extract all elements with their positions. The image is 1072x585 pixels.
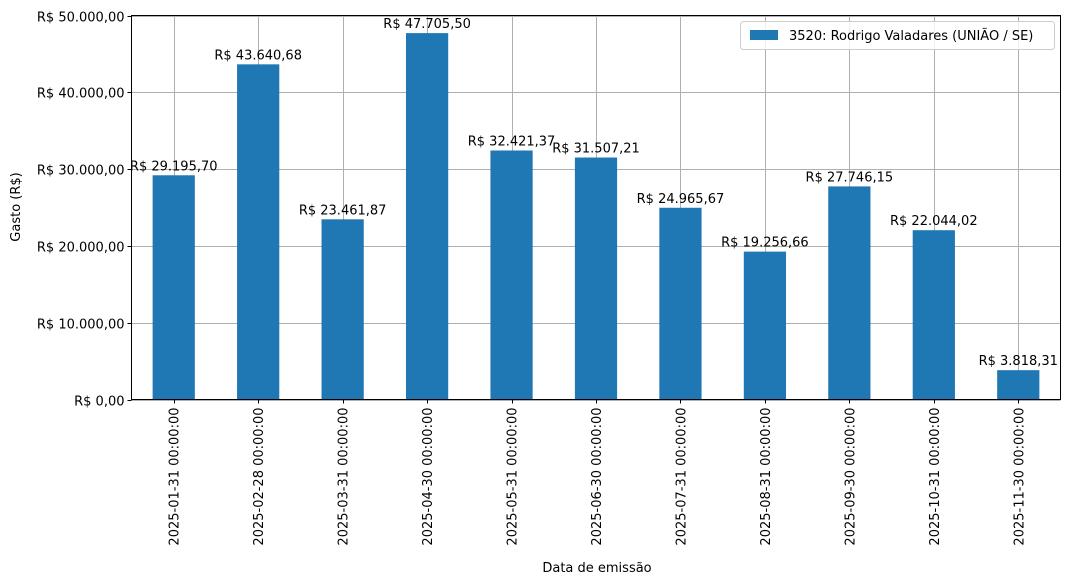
x-tick-label: 2025-02-28 00:00:00 [252, 408, 267, 546]
y-axis-ticks: R$ 0,00 R$ 10.000,00 R$ 20.000,00 R$ 30.000… [37, 11, 132, 410]
x-tick-label: 2025-09-30 00:00:00 [843, 408, 858, 546]
bar-value-label: R$ 27.746,15 [806, 170, 894, 185]
x-tick-label: 2025-06-30 00:00:00 [590, 408, 605, 546]
bar [574, 157, 618, 400]
legend-swatch [750, 30, 778, 40]
x-tick-label: 2025-07-31 00:00:00 [674, 408, 689, 546]
bar-value-label: R$ 31.507,21 [552, 142, 640, 157]
x-tick-label: 2025-10-31 00:00:00 [928, 408, 943, 546]
bars [152, 33, 1040, 400]
y-tick-label: R$ 30.000,00 [37, 164, 125, 179]
bar [997, 370, 1040, 400]
legend: 3520: Rodrigo Valadares (UNIÃO / SE) [740, 21, 1055, 50]
y-tick-label: R$ 50.000,00 [37, 11, 125, 26]
bar-value-label: R$ 23.461,87 [299, 203, 387, 218]
legend-frame [740, 21, 1055, 50]
y-tick-label: R$ 10.000,00 [37, 318, 125, 333]
x-tick-label: 2025-01-31 00:00:00 [168, 408, 183, 546]
bar [321, 219, 364, 400]
bar-value-label: R$ 22.044,02 [890, 214, 978, 229]
x-axis-ticks: 2025-01-31 00:00:00 2025-02-28 00:00:00 20… [168, 399, 1027, 546]
bar-value-label: R$ 3.818,31 [979, 354, 1058, 369]
bar-value-label: R$ 47.705,50 [383, 17, 471, 32]
x-axis-label: Data de emissão [542, 561, 651, 576]
bar-value-label: R$ 29.195,70 [130, 159, 218, 174]
bar-value-labels: R$ 29.195,70 R$ 43.640,68 R$ 23.461,87 R$ 4… [130, 17, 1058, 369]
bar-value-label: R$ 24.965,67 [637, 192, 725, 207]
bar [659, 207, 702, 400]
bar [743, 251, 787, 400]
y-tick-label: R$ 20.000,00 [37, 241, 125, 256]
bar-value-label: R$ 43.640,68 [214, 48, 302, 63]
x-tick-label: 2025-05-31 00:00:00 [506, 408, 521, 546]
bar [237, 64, 280, 400]
y-tick-label: R$ 0,00 [74, 395, 124, 410]
bar [405, 33, 449, 400]
y-axis-label: Gasto (R$) [9, 172, 24, 241]
bar [828, 186, 871, 400]
bar-value-label: R$ 32.421,37 [468, 135, 556, 150]
bar [912, 230, 955, 400]
bar [152, 175, 195, 400]
bar-value-label: R$ 19.256,66 [721, 236, 809, 251]
x-tick-label: 2025-03-31 00:00:00 [337, 408, 352, 546]
x-tick-label: 2025-08-31 00:00:00 [759, 408, 774, 546]
legend-label: 3520: Rodrigo Valadares (UNIÃO / SE) [789, 28, 1033, 44]
y-tick-label: R$ 40.000,00 [37, 87, 125, 102]
x-tick-label: 2025-04-30 00:00:00 [421, 408, 436, 546]
bar [490, 150, 533, 400]
x-tick-label: 2025-11-30 00:00:00 [1012, 408, 1027, 546]
